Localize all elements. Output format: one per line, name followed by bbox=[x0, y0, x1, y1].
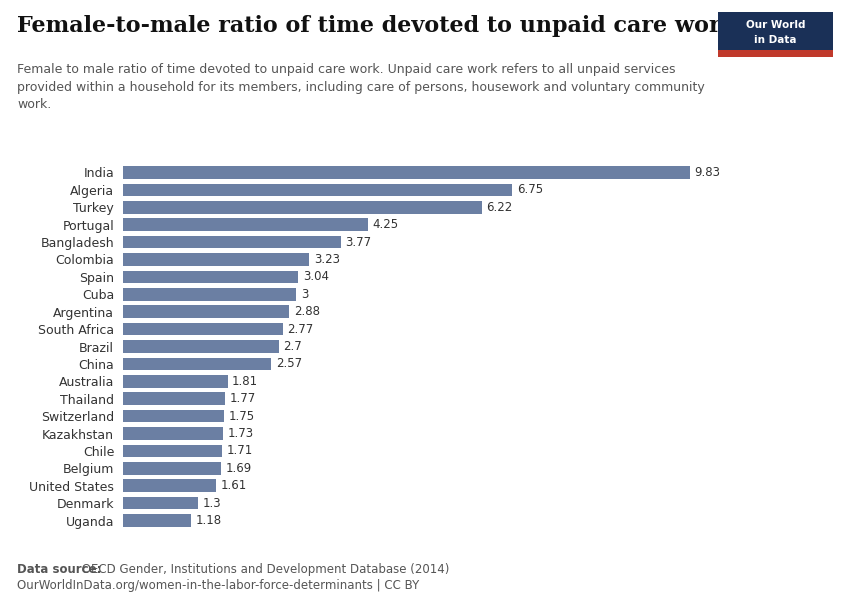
Text: 1.3: 1.3 bbox=[203, 497, 221, 509]
Text: 3.77: 3.77 bbox=[345, 236, 371, 248]
Bar bbox=[123, 201, 482, 214]
Bar bbox=[123, 392, 225, 405]
Text: 2.7: 2.7 bbox=[283, 340, 303, 353]
Text: 1.61: 1.61 bbox=[221, 479, 246, 492]
Text: 1.81: 1.81 bbox=[232, 375, 258, 388]
Bar bbox=[123, 305, 289, 318]
Bar bbox=[123, 236, 341, 248]
Text: OECD Gender, Institutions and Development Database (2014): OECD Gender, Institutions and Developmen… bbox=[78, 563, 450, 576]
Bar bbox=[123, 358, 271, 370]
Bar bbox=[123, 427, 223, 440]
Bar bbox=[123, 253, 309, 266]
Text: 1.71: 1.71 bbox=[226, 445, 252, 457]
Bar bbox=[123, 323, 283, 335]
Bar bbox=[123, 479, 216, 492]
Text: 2.88: 2.88 bbox=[294, 305, 320, 318]
Text: in Data: in Data bbox=[755, 35, 796, 45]
Text: 1.69: 1.69 bbox=[225, 462, 252, 475]
Text: 9.83: 9.83 bbox=[694, 166, 720, 179]
Text: 2.57: 2.57 bbox=[276, 358, 302, 370]
Bar bbox=[123, 340, 279, 353]
Text: 1.77: 1.77 bbox=[230, 392, 256, 405]
Text: Female to male ratio of time devoted to unpaid care work. Unpaid care work refer: Female to male ratio of time devoted to … bbox=[17, 63, 705, 111]
Bar bbox=[123, 375, 228, 388]
Text: Female-to-male ratio of time devoted to unpaid care work, 2014: Female-to-male ratio of time devoted to … bbox=[17, 15, 813, 37]
Bar bbox=[123, 288, 296, 301]
Text: 3.04: 3.04 bbox=[303, 271, 329, 283]
Text: 1.18: 1.18 bbox=[196, 514, 222, 527]
Bar bbox=[123, 218, 368, 231]
Text: 2.77: 2.77 bbox=[287, 323, 314, 335]
Bar bbox=[123, 166, 689, 179]
Bar bbox=[123, 184, 513, 196]
Bar bbox=[123, 497, 198, 509]
Text: 4.25: 4.25 bbox=[373, 218, 399, 231]
Text: Our World: Our World bbox=[746, 20, 805, 29]
Text: 1.73: 1.73 bbox=[228, 427, 253, 440]
Text: 6.75: 6.75 bbox=[517, 184, 543, 196]
Text: Data source:: Data source: bbox=[17, 563, 101, 576]
Text: 1.75: 1.75 bbox=[229, 410, 255, 422]
Bar bbox=[123, 514, 191, 527]
Text: OurWorldInData.org/women-in-the-labor-force-determinants | CC BY: OurWorldInData.org/women-in-the-labor-fo… bbox=[17, 579, 419, 592]
Bar bbox=[123, 410, 224, 422]
Text: 3: 3 bbox=[301, 288, 308, 301]
Text: 3.23: 3.23 bbox=[314, 253, 340, 266]
Bar bbox=[123, 271, 298, 283]
Bar bbox=[123, 462, 221, 475]
Bar bbox=[123, 445, 222, 457]
Text: 6.22: 6.22 bbox=[486, 201, 513, 214]
